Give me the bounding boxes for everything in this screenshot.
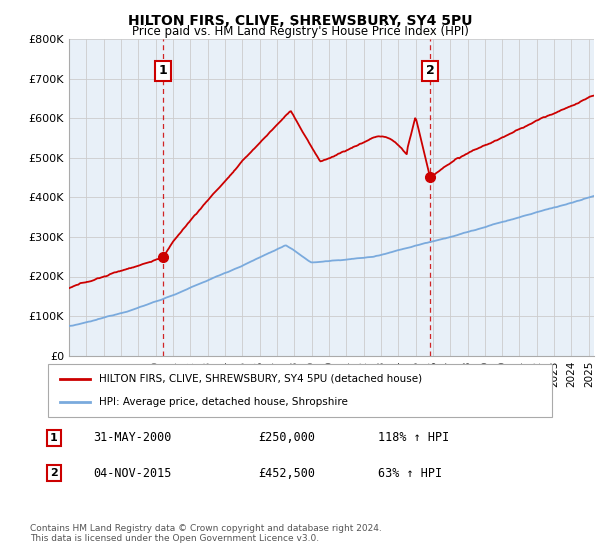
Text: 1: 1	[50, 433, 58, 443]
Text: 31-MAY-2000: 31-MAY-2000	[93, 431, 172, 445]
Text: Price paid vs. HM Land Registry's House Price Index (HPI): Price paid vs. HM Land Registry's House …	[131, 25, 469, 38]
Text: HILTON FIRS, CLIVE, SHREWSBURY, SY4 5PU (detached house): HILTON FIRS, CLIVE, SHREWSBURY, SY4 5PU …	[99, 374, 422, 384]
Text: Contains HM Land Registry data © Crown copyright and database right 2024.
This d: Contains HM Land Registry data © Crown c…	[30, 524, 382, 543]
Text: 2: 2	[50, 468, 58, 478]
Text: 1: 1	[158, 64, 167, 77]
Text: £452,500: £452,500	[258, 466, 315, 480]
Text: £250,000: £250,000	[258, 431, 315, 445]
Text: HPI: Average price, detached house, Shropshire: HPI: Average price, detached house, Shro…	[99, 397, 348, 407]
Text: 04-NOV-2015: 04-NOV-2015	[93, 466, 172, 480]
Text: 2: 2	[426, 64, 434, 77]
Text: 118% ↑ HPI: 118% ↑ HPI	[378, 431, 449, 445]
Text: 63% ↑ HPI: 63% ↑ HPI	[378, 466, 442, 480]
Text: HILTON FIRS, CLIVE, SHREWSBURY, SY4 5PU: HILTON FIRS, CLIVE, SHREWSBURY, SY4 5PU	[128, 14, 472, 28]
